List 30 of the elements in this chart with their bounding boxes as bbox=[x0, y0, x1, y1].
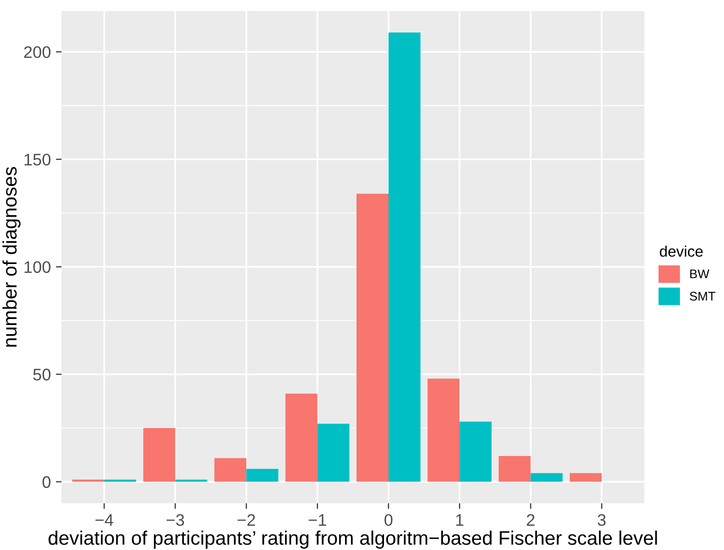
y-tick-label: 50 bbox=[33, 368, 50, 380]
x-tick-label: −4 bbox=[96, 514, 114, 526]
bar bbox=[460, 422, 492, 482]
legend-label: BW bbox=[690, 270, 710, 278]
x-tick-label: −1 bbox=[308, 514, 326, 526]
bar bbox=[285, 394, 318, 482]
bar bbox=[143, 428, 176, 482]
bar bbox=[246, 468, 278, 482]
bar bbox=[356, 194, 388, 482]
x-tick-label: 2 bbox=[526, 514, 534, 526]
y-tick-label: 0 bbox=[42, 476, 50, 488]
bar bbox=[530, 473, 563, 482]
bar bbox=[317, 424, 350, 482]
x-tick-label: −3 bbox=[166, 514, 184, 526]
x-tick-label: 1 bbox=[456, 514, 464, 526]
y-tick-label: 200 bbox=[24, 46, 50, 58]
legend-label: SMT bbox=[690, 292, 716, 301]
bar bbox=[570, 473, 602, 482]
y-tick-label: 150 bbox=[24, 154, 50, 166]
bar bbox=[428, 378, 460, 482]
y-axis-title: number of diagnoses bbox=[2, 167, 21, 347]
x-tick-label: 0 bbox=[384, 514, 392, 526]
x-tick-label: −2 bbox=[238, 514, 255, 526]
y-tick-label: 100 bbox=[24, 261, 50, 273]
x-axis-title: deviation of participants’ rating from algoritm−based Fischer scale level bbox=[48, 530, 657, 549]
bar bbox=[214, 458, 246, 482]
bar bbox=[498, 456, 531, 482]
bar bbox=[388, 32, 420, 482]
x-tick-label: 3 bbox=[598, 514, 606, 526]
legend-title: device bbox=[660, 246, 703, 257]
